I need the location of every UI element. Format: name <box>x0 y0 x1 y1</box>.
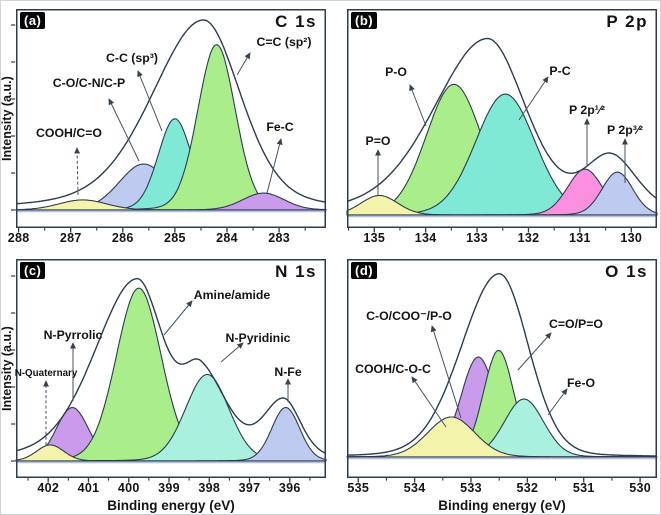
x-tick-label: 532 <box>516 481 539 495</box>
peak-label-p2p32: P 2p³⁄² <box>607 123 643 137</box>
peak-label-p2p12: P 2p¹⁄² <box>569 103 605 117</box>
peak-label-p-dbl-o: P=O <box>365 134 391 148</box>
x-tick-label: 530 <box>629 481 651 495</box>
spectrum-plot-o1s <box>346 259 658 483</box>
peak-label-fe-c: Fe-C <box>266 120 294 134</box>
peak-label-co-po: C=O/P=O <box>549 317 603 331</box>
peak-label-cc-sp2: C=C (sp²) <box>256 35 312 49</box>
x-tick-label: 398 <box>198 481 221 495</box>
x-tick-label: 284 <box>216 231 238 245</box>
panel-n1s: (c) N 1s Intensity (a.u.) N-Quaternary N… <box>1 259 327 513</box>
panel-letter-badge: (b) <box>351 12 378 29</box>
x-tick-label: 288 <box>7 231 30 245</box>
panel-title: P 2p <box>606 12 648 31</box>
panel-title: O 1s <box>605 262 648 281</box>
x-tick-labels: 402 401 400 399 398 397 396 <box>16 481 326 496</box>
x-axis-label: Binding energy (eV) <box>438 498 566 513</box>
panel-letter-badge: (a) <box>20 12 46 29</box>
x-tick-labels: 288 287 286 285 284 283 <box>8 231 326 246</box>
peak-label-n-pyridinic: N-Pyridinic <box>225 331 291 345</box>
x-tick-label: 283 <box>268 231 290 245</box>
x-tick-label: 533 <box>460 481 482 495</box>
x-tick-label: 397 <box>238 481 261 495</box>
x-tick-labels: 535 534 533 532 531 530 <box>347 481 657 496</box>
peak-label-co-cn-cp: C-O/C-N/C-P <box>52 76 126 90</box>
peak-label-n-quaternary: N-Quaternary <box>14 368 78 379</box>
x-tick-label: 400 <box>117 481 140 495</box>
spectrum-plot-p2p <box>346 9 658 233</box>
x-tick-label: 399 <box>158 481 180 495</box>
peak-label-cc-sp3: C-C (sp³) <box>106 51 158 65</box>
x-tick-label: 131 <box>568 231 591 245</box>
x-tick-label: 133 <box>466 231 488 245</box>
panel-title: C 1s <box>275 12 317 31</box>
panel-letter-badge: (c) <box>20 262 46 279</box>
spectrum-plot-n1s <box>11 259 327 483</box>
panel-title: N 1s <box>275 262 317 281</box>
peak-label-fe-o: Fe-O <box>566 376 596 390</box>
x-axis-label: Binding energy (eV) <box>107 498 235 513</box>
peak-label-co-coo-po: C-O/COO⁻/P-O <box>366 309 452 323</box>
y-axis-label: Intensity (a.u.) <box>0 76 14 161</box>
x-tick-label: 287 <box>59 231 82 245</box>
panel-c1s: (a) C 1s Intensity (a.u.) COOH/C=O C-O/C… <box>1 9 327 245</box>
x-tick-label: 132 <box>517 231 540 245</box>
x-tick-label: 534 <box>403 481 426 495</box>
x-tick-label: 401 <box>77 481 100 495</box>
peak-label-p-c: P-C <box>549 64 571 78</box>
spectrum-plot-c1s <box>11 9 327 233</box>
panel-p2p: (b) P 2p P=O P-O P-C P 2p¹⁄² P 2p³⁄² 135… <box>346 9 658 245</box>
x-tick-label: 285 <box>164 231 186 245</box>
x-tick-label: 130 <box>620 231 643 245</box>
peak-label-n-pyrrolic: N-Pyrrolic <box>43 328 103 342</box>
x-tick-label: 286 <box>111 231 134 245</box>
x-tick-label: 531 <box>572 481 595 495</box>
peak-label-cooh-coc: COOH/C-O-C <box>355 362 431 376</box>
x-tick-label: 135 <box>363 231 386 245</box>
peak-label-p-o: P-O <box>385 65 407 79</box>
y-axis-label: Intensity (a.u.) <box>0 326 14 411</box>
x-tick-label: 535 <box>347 481 370 495</box>
x-tick-label: 402 <box>37 481 60 495</box>
peak-label-n-fe: N-Fe <box>274 365 302 379</box>
x-tick-labels: 135 134 133 132 131 130 <box>347 231 657 246</box>
peak-label-cooh: COOH/C=O <box>36 126 102 140</box>
panel-letter-badge: (d) <box>351 262 378 279</box>
x-tick-label: 396 <box>278 481 301 495</box>
x-tick-label: 134 <box>414 231 437 245</box>
panel-o1s: (d) O 1s C-O/COO⁻/P-O COOH/C-O-C C=O/P=O… <box>346 259 658 513</box>
peak-label-amine-amide: Amine/amide <box>193 288 271 302</box>
